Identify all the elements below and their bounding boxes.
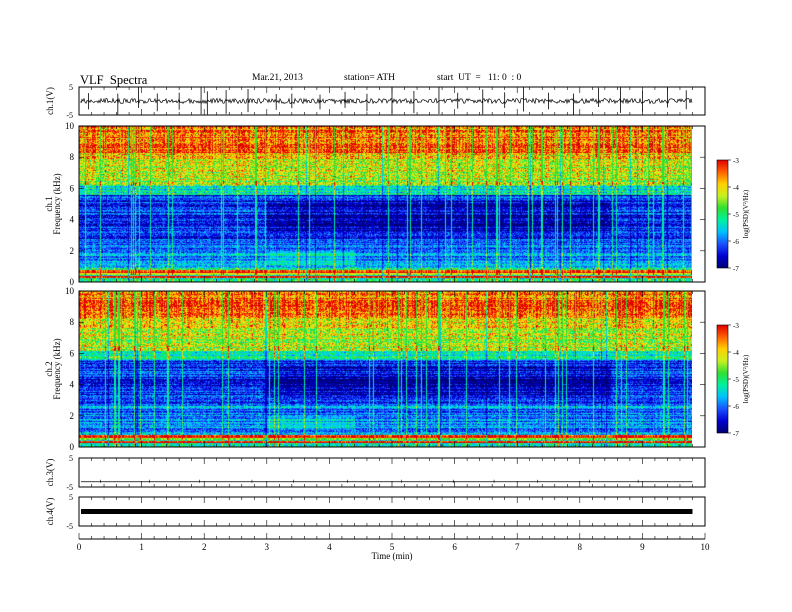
- colorbar-tick-label: -7: [733, 430, 739, 438]
- channel-label: ch.2: [44, 361, 54, 376]
- colorbar-ch2-spectrogram: [716, 324, 729, 434]
- xtick-label: 4: [327, 542, 332, 552]
- ytick-label: 5: [69, 83, 73, 92]
- ytick-label: 4: [70, 380, 75, 390]
- ch1-waveform-trace: [80, 97, 693, 105]
- date-label: Mar.21, 2013: [252, 73, 303, 83]
- ytick-label: 8: [70, 152, 75, 162]
- xtick-label: 1: [139, 542, 144, 552]
- xtick-label: 6: [452, 542, 457, 552]
- channel-label: ch.1: [44, 196, 54, 211]
- ytick-label: 8: [70, 317, 75, 327]
- ytick-label: 2: [70, 246, 75, 256]
- colorbar-tick-label: -5: [733, 376, 739, 384]
- ytick-label: 6: [70, 348, 75, 358]
- ytick-label: 6: [70, 183, 75, 193]
- ytick-label: 5: [69, 454, 73, 463]
- ytick-label: -5: [66, 522, 73, 531]
- time-axis-label: Time (min): [372, 551, 413, 561]
- ytick-label: -5: [66, 111, 73, 120]
- colorbar-tick-label: -4: [733, 184, 739, 192]
- ch1-spectrogram-image: [79, 126, 692, 282]
- station-label: station= ATH: [344, 73, 396, 83]
- xtick-label: 7: [515, 542, 520, 552]
- start-time-label: start UT = 11: 0 : 0: [437, 73, 522, 83]
- ch2-spectrogram-image: [79, 291, 692, 447]
- xtick-label: 10: [701, 542, 711, 552]
- ylabel-ch4-waveform: ch.4(V): [45, 498, 55, 526]
- xtick-label: 0: [77, 542, 82, 552]
- xtick-label: 5: [390, 542, 395, 552]
- figure-title: VLF Spectra: [80, 73, 148, 87]
- xtick-label: 2: [202, 542, 207, 552]
- colorbar-tick-label: -6: [733, 238, 739, 246]
- colorbar-tick-label: -3: [733, 157, 739, 165]
- ytick-label: 5: [69, 493, 73, 502]
- ytick-label: 4: [70, 215, 75, 225]
- xtick-label: 3: [265, 542, 270, 552]
- colorbar-tick-label: -4: [733, 349, 739, 357]
- colorbar-ch1-spectrogram: [716, 159, 729, 269]
- frequency-axis-label: Frequency (kHz): [52, 338, 62, 399]
- ytick-label: 0: [70, 277, 75, 287]
- colorbar-label: log(PSD)(V²/Hz): [742, 354, 750, 403]
- colorbar-tick-label: -5: [733, 211, 739, 219]
- colorbar-tick-label: -7: [733, 265, 739, 273]
- ytick-label: 0: [70, 442, 75, 452]
- colorbar-tick-label: -6: [733, 403, 739, 411]
- frequency-axis-label: Frequency (kHz): [52, 173, 62, 234]
- ylabel-ch3-waveform: ch.3(V): [45, 459, 55, 487]
- xtick-label: 8: [578, 542, 583, 552]
- ytick-label: -5: [66, 483, 73, 492]
- ylabel-ch1-waveform: ch.1(V): [45, 87, 55, 115]
- ytick-label: 10: [65, 286, 75, 296]
- colorbar-tick-label: -3: [733, 322, 739, 330]
- xtick-label: 9: [640, 542, 645, 552]
- ytick-label: 10: [65, 121, 75, 131]
- colorbar-label: log(PSD)(V²/Hz): [742, 189, 750, 238]
- ytick-label: 2: [70, 411, 75, 421]
- ch4-waveform-trace: [81, 509, 693, 514]
